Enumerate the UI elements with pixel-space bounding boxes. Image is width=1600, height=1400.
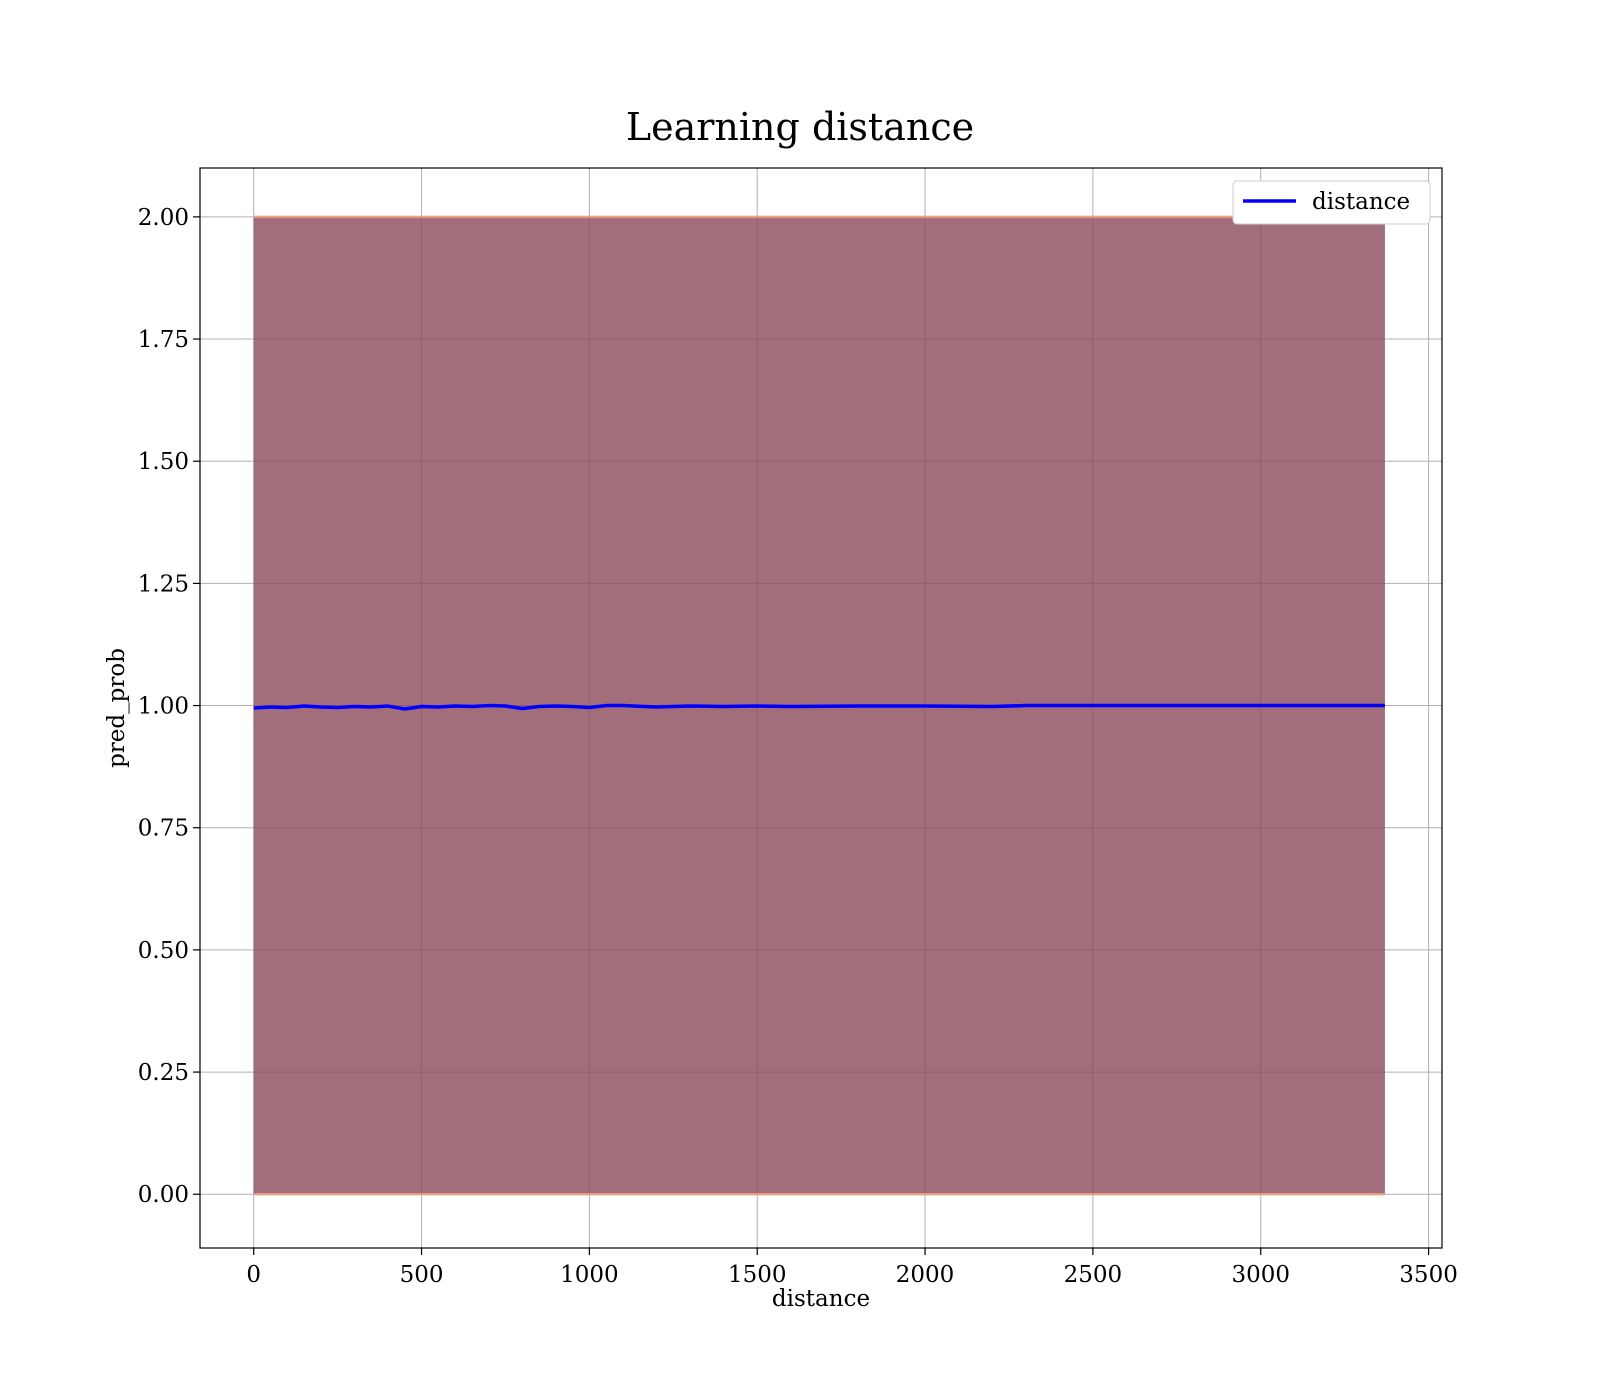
x-tick-label: 1000: [560, 1262, 619, 1288]
y-tick-label: 0.00: [138, 1182, 189, 1208]
y-tick-label: 1.50: [138, 449, 189, 475]
x-axis-label: distance: [772, 1286, 870, 1312]
x-tick-label: 2000: [896, 1262, 955, 1288]
chart-title: Learning distance: [626, 105, 974, 149]
x-axis-ticks: 0 500 1000 1500 2000 2500 3000 3500: [246, 1248, 1458, 1288]
x-tick-label: 3500: [1399, 1262, 1458, 1288]
x-tick-label: 1500: [728, 1262, 787, 1288]
x-tick-label: 2500: [1064, 1262, 1123, 1288]
y-tick-label: 2.00: [138, 205, 189, 231]
y-axis-label: pred_prob: [104, 648, 130, 768]
y-tick-label: 1.00: [138, 694, 189, 720]
plot-frame: [199, 167, 1443, 1249]
legend-box: [1232, 180, 1431, 225]
y-tick-label: 1.75: [138, 327, 189, 353]
y-tick-label: 0.50: [138, 938, 189, 964]
y-axis-ticks: 0.00 0.25 0.50 0.75 1.00 1.25 1.50 1.75 2.00: [138, 205, 200, 1208]
x-tick-label: 3000: [1231, 1262, 1290, 1288]
legend-label-distance: distance: [1312, 189, 1410, 215]
y-tick-label: 0.25: [138, 1060, 189, 1086]
x-tick-label: 0: [246, 1262, 261, 1288]
x-tick-label: 500: [400, 1262, 444, 1288]
series-line-distance: [253, 703, 1385, 711]
y-tick-label: 0.75: [138, 816, 189, 842]
y-tick-label: 1.25: [138, 571, 189, 597]
legend: distance: [1232, 180, 1431, 225]
series-layer: [253, 703, 1385, 711]
